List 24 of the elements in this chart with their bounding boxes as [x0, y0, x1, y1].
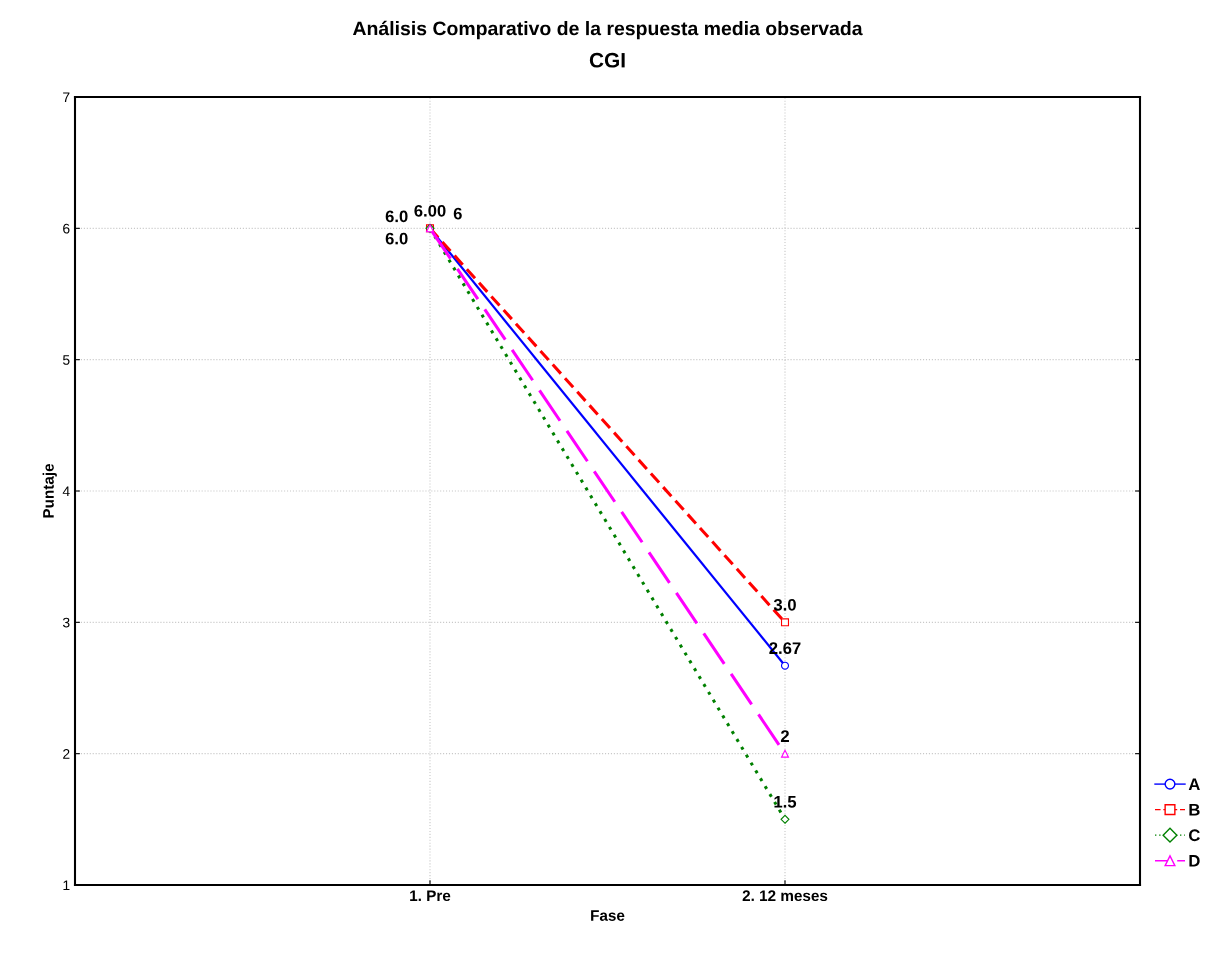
y-tick-label: 3	[62, 617, 70, 628]
x-axis-title: Fase	[591, 910, 625, 921]
data-label: 1.5	[774, 796, 797, 808]
y-tick-label: 1	[63, 880, 70, 891]
legend-label: B	[1189, 804, 1200, 816]
x-tick-label: 2. 12 meses	[742, 890, 828, 902]
data-label: 2	[780, 730, 789, 742]
data-label: 6.0	[385, 210, 408, 223]
y-tick-label: 2	[63, 749, 70, 759]
data-label: 6.0	[385, 232, 408, 245]
y-tick-label: 4	[62, 486, 70, 497]
data-label: 6	[453, 207, 462, 220]
x-tick-label: 1. Pre	[410, 890, 451, 902]
y-tick-label: 6	[63, 223, 70, 234]
data-label: 6.00	[414, 204, 446, 217]
y-tick-label: 7	[63, 92, 70, 103]
y-tick-label: 5	[62, 355, 70, 365]
y-axis-title: Puntaje	[42, 463, 57, 518]
chart-title: Análisis Comparativo de la respuesta media observada	[352, 20, 863, 40]
chart-subtitle: CGI	[589, 52, 625, 68]
legend-label: D	[1189, 855, 1200, 867]
legend-label: A	[1188, 778, 1200, 790]
legend-label: C	[1189, 829, 1200, 842]
data-label: 3.0	[773, 598, 796, 611]
